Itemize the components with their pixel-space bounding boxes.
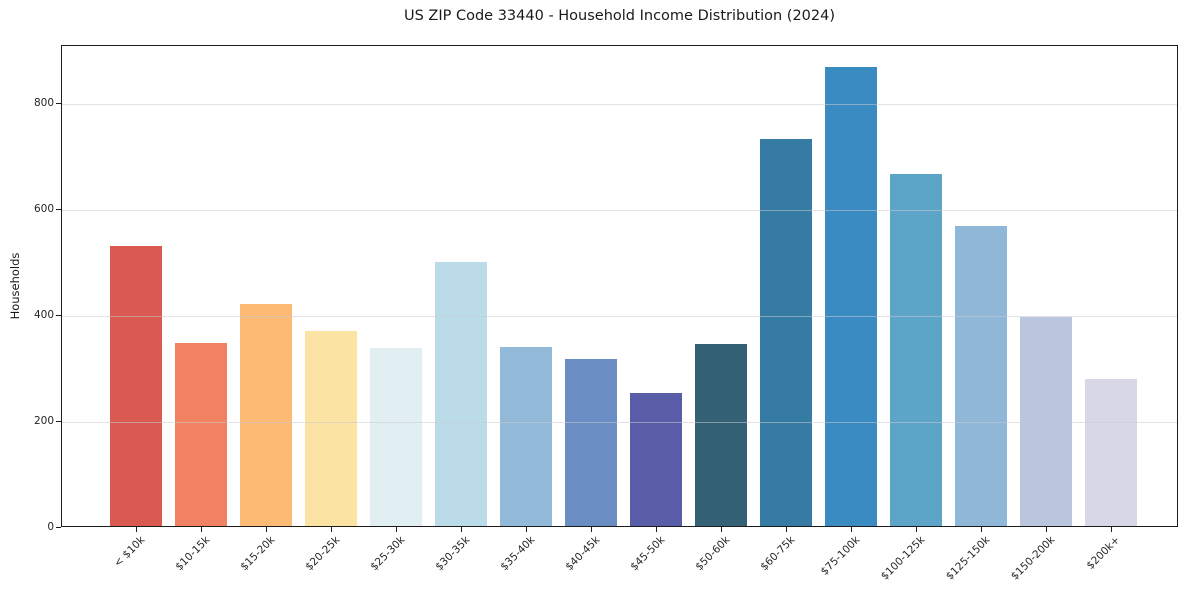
y-tick-mark-800 [56, 103, 61, 104]
x-tick-mark-9 [721, 527, 722, 532]
x-tick-mark-14 [1046, 527, 1047, 532]
x-tick-mark-2 [266, 527, 267, 532]
y-tick-mark-0 [56, 527, 61, 528]
x-tick-mark-12 [916, 527, 917, 532]
bar-60-75k [760, 139, 812, 526]
x-tick-mark-8 [656, 527, 657, 532]
bar-35-40k [500, 347, 552, 526]
bar-20-25k [305, 331, 357, 526]
bar-30-35k [435, 262, 487, 526]
y-tick-label-600: 600 [33, 203, 54, 215]
gridline-400 [62, 316, 1177, 317]
x-tick-mark-1 [201, 527, 202, 532]
y-tick-label-0: 0 [47, 521, 54, 533]
x-tick-mark-0 [136, 527, 137, 532]
bar-125-150k [955, 226, 1007, 526]
bar-15-20k [240, 304, 292, 526]
x-tick-mark-6 [526, 527, 527, 532]
bar-200k [1085, 379, 1137, 526]
x-tick-mark-15 [1111, 527, 1112, 532]
y-tick-mark-400 [56, 315, 61, 316]
bar-40-45k [565, 359, 617, 526]
x-tick-mark-13 [981, 527, 982, 532]
bar-45-50k [630, 393, 682, 526]
bar-25-30k [370, 348, 422, 526]
y-tick-label-800: 800 [33, 97, 54, 109]
gridline-600 [62, 210, 1177, 211]
x-tick-mark-3 [331, 527, 332, 532]
bar-150-200k [1020, 317, 1072, 526]
bar-50-60k [695, 344, 747, 526]
y-tick-label-400: 400 [33, 309, 54, 321]
y-tick-mark-600 [56, 209, 61, 210]
plot-area [61, 45, 1178, 527]
bar-100-125k [890, 174, 942, 526]
bar-10-15k [175, 343, 227, 526]
bar-10k [110, 246, 162, 526]
x-tick-mark-10 [786, 527, 787, 532]
x-tick-mark-11 [851, 527, 852, 532]
x-tick-mark-7 [591, 527, 592, 532]
gridline-800 [62, 104, 1177, 105]
y-tick-label-200: 200 [33, 415, 54, 427]
gridline-200 [62, 422, 1177, 423]
x-tick-mark-5 [461, 527, 462, 532]
x-tick-mark-4 [396, 527, 397, 532]
y-tick-mark-200 [56, 421, 61, 422]
chart-title: US ZIP Code 33440 - Household Income Dis… [403, 8, 836, 24]
bar-75-100k [825, 67, 877, 526]
x-tick-label-0: < $10k [111, 534, 148, 570]
